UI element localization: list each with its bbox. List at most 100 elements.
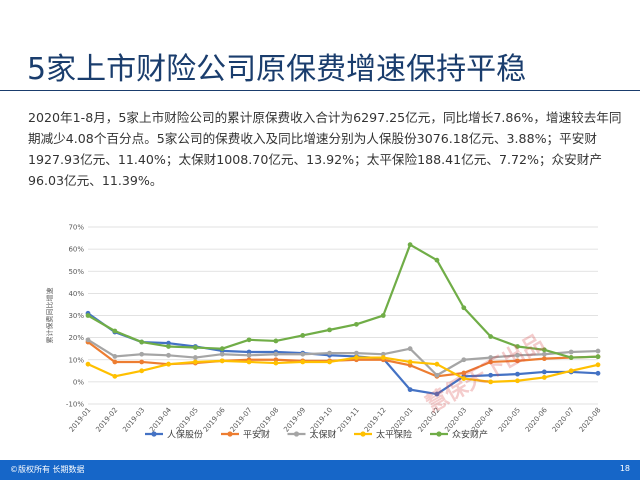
y-tick-label: 70% (68, 224, 84, 232)
data-point (112, 373, 118, 379)
legend-label: 人保股份 (167, 429, 203, 441)
data-point (112, 328, 118, 334)
data-point (300, 333, 306, 338)
x-tick-label: 2020-06 (524, 406, 549, 434)
data-point (568, 368, 574, 374)
y-tick-label: 30% (68, 312, 84, 320)
data-point (461, 376, 467, 381)
data-point (407, 362, 413, 368)
data-point (541, 369, 547, 375)
data-point (166, 344, 171, 349)
legend-marker (360, 431, 366, 437)
y-tick-label: 10% (68, 356, 84, 364)
legend-label: 平安财 (243, 429, 270, 441)
data-point (112, 359, 118, 365)
data-point (273, 360, 279, 366)
data-point (139, 368, 145, 374)
x-tick-label: 2019-04 (148, 406, 173, 434)
data-point (541, 347, 547, 353)
data-point (85, 361, 91, 367)
data-point (354, 355, 359, 360)
data-point (595, 348, 601, 354)
series-line-3 (86, 338, 600, 377)
y-tick-label: 40% (68, 290, 84, 298)
legend-marker (293, 431, 300, 437)
data-point (192, 359, 198, 365)
data-point (192, 345, 198, 350)
data-point (246, 352, 252, 358)
data-point (515, 378, 520, 384)
data-point (541, 351, 547, 357)
data-point (515, 352, 520, 358)
data-point (219, 358, 225, 364)
data-point (595, 370, 601, 376)
data-point (380, 351, 386, 357)
data-point (85, 313, 91, 318)
data-point (595, 362, 601, 368)
y-tick-label: 60% (68, 246, 84, 254)
data-point (407, 387, 413, 393)
legend-label: 太平保险 (376, 429, 412, 441)
data-point (273, 357, 279, 363)
y-tick-label: 50% (68, 268, 84, 276)
data-point (434, 257, 440, 263)
data-point (515, 371, 520, 377)
data-point (327, 359, 332, 365)
slide-title: 5家上市财险公司原保费增速保持平稳 (27, 52, 527, 87)
data-point (488, 359, 494, 365)
data-point (139, 359, 145, 365)
data-point (407, 242, 413, 248)
data-point (407, 346, 413, 352)
data-point (461, 305, 467, 311)
data-point (380, 313, 386, 318)
footer-copyright: ©版权所有 长期数据 (10, 465, 85, 474)
summary-paragraph: 2020年1-8月，5家上市财险公司的累计原保费收入合计为6297.25亿元，同… (28, 110, 622, 188)
x-tick-label: 2020-04 (470, 406, 495, 434)
legend-marker (436, 431, 442, 437)
x-tick-label: 2019-11 (336, 406, 361, 434)
data-point (515, 344, 520, 349)
data-point (327, 350, 332, 356)
data-point (595, 354, 601, 360)
data-point (246, 337, 252, 343)
data-point (246, 359, 252, 365)
data-point (541, 375, 547, 380)
data-point (85, 337, 91, 343)
x-tick-label: 2020-08 (578, 406, 603, 434)
x-tick-label: 2019-02 (94, 406, 119, 434)
data-point (568, 355, 574, 360)
data-point (327, 327, 332, 333)
title-divider (0, 90, 640, 91)
data-point (568, 349, 574, 355)
data-point (488, 372, 494, 378)
data-point (300, 351, 306, 357)
data-point (139, 351, 145, 357)
data-point (434, 391, 440, 397)
legend-label: 众安财产 (452, 429, 488, 441)
legend-marker (227, 431, 233, 437)
data-point (166, 361, 171, 367)
y-tick-label: -10% (66, 401, 84, 409)
data-point (219, 346, 225, 352)
data-point (354, 350, 359, 356)
data-point (461, 357, 467, 363)
data-point (300, 359, 306, 365)
legend-marker (151, 431, 157, 437)
data-point (461, 370, 467, 376)
data-point (541, 356, 547, 362)
data-point (139, 339, 145, 345)
series-line-5 (86, 243, 600, 359)
footer-bar: ©版权所有 长期数据 18 (0, 460, 640, 480)
data-point (273, 351, 279, 357)
y-axis-label: 累计保费同比增速 (45, 288, 54, 344)
data-point (434, 372, 440, 378)
x-tick-label: 2019-06 (202, 406, 227, 434)
data-point (166, 340, 171, 346)
page-number: 18 (619, 464, 630, 473)
y-tick-label: 0% (73, 378, 84, 386)
data-point (112, 354, 118, 359)
series-line-1 (86, 312, 600, 396)
x-tick-label: 2019-01 (68, 406, 93, 434)
data-point (434, 361, 440, 367)
data-point (407, 359, 413, 365)
